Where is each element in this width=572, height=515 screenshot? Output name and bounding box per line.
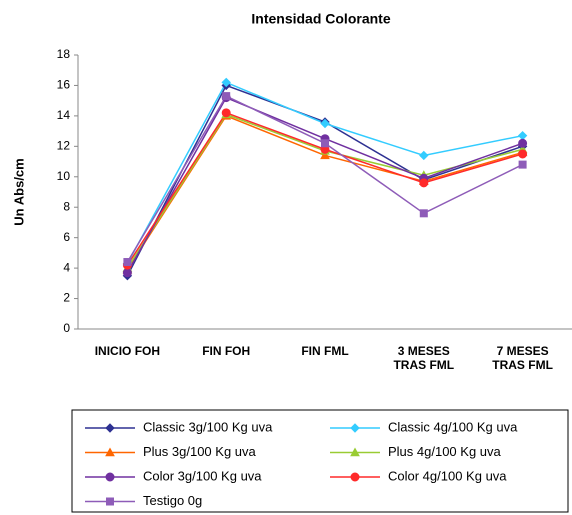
y-tick-label: 16 bbox=[57, 78, 71, 92]
legend-marker bbox=[350, 472, 360, 482]
marker bbox=[222, 92, 231, 101]
marker bbox=[123, 258, 132, 267]
legend-label: Classic 4g/100 Kg uva bbox=[388, 419, 518, 434]
legend-label: Testigo 0g bbox=[143, 493, 202, 508]
marker bbox=[518, 160, 527, 169]
marker bbox=[419, 178, 429, 188]
marker bbox=[221, 108, 231, 118]
marker bbox=[518, 149, 528, 159]
legend-marker bbox=[105, 423, 115, 433]
y-tick-label: 8 bbox=[63, 199, 70, 213]
y-tick-label: 4 bbox=[63, 260, 70, 274]
x-tick-label: FIN FML bbox=[301, 344, 349, 358]
marker bbox=[321, 139, 329, 148]
legend-label: Classic 3g/100 Kg uva bbox=[143, 419, 273, 434]
y-tick-label: 18 bbox=[57, 47, 71, 61]
legend-marker bbox=[106, 497, 114, 506]
legend-marker bbox=[350, 423, 360, 433]
marker bbox=[320, 150, 330, 160]
legend-box bbox=[71, 409, 569, 513]
y-tick-label: 14 bbox=[57, 108, 71, 122]
marker bbox=[122, 268, 132, 278]
chart-title: Intensidad Colorante bbox=[251, 11, 390, 27]
marker bbox=[221, 77, 231, 88]
x-tick-label: FIN FOH bbox=[202, 344, 251, 358]
y-tick-label: 2 bbox=[63, 291, 70, 305]
marker bbox=[419, 150, 429, 161]
marker bbox=[517, 130, 528, 141]
y-tick-label: 10 bbox=[57, 169, 71, 183]
legend-marker bbox=[350, 447, 360, 457]
x-tick-label: INICIO FOH bbox=[94, 344, 161, 358]
legend-label: Plus 4g/100 Kg uva bbox=[388, 444, 502, 459]
x-tick-label: 7 MESES TRAS FML bbox=[492, 344, 553, 372]
legend-marker bbox=[105, 472, 115, 482]
x-tick-label: 3 MESES TRAS FML bbox=[393, 344, 455, 372]
y-tick-label: 0 bbox=[63, 321, 70, 335]
y-axis-label: Un Abs/cm bbox=[11, 158, 26, 225]
series-line bbox=[126, 84, 523, 277]
marker bbox=[518, 138, 528, 148]
y-tick-label: 6 bbox=[63, 230, 70, 244]
legend-label: Plus 3g/100 Kg uva bbox=[143, 444, 257, 459]
y-tick-label: 12 bbox=[57, 139, 71, 153]
legend-label: Color 4g/100 Kg uva bbox=[388, 468, 507, 483]
legend-marker bbox=[105, 447, 115, 457]
marker bbox=[419, 209, 428, 218]
legend-label: Color 3g/100 Kg uva bbox=[143, 468, 262, 483]
marker bbox=[320, 118, 330, 129]
